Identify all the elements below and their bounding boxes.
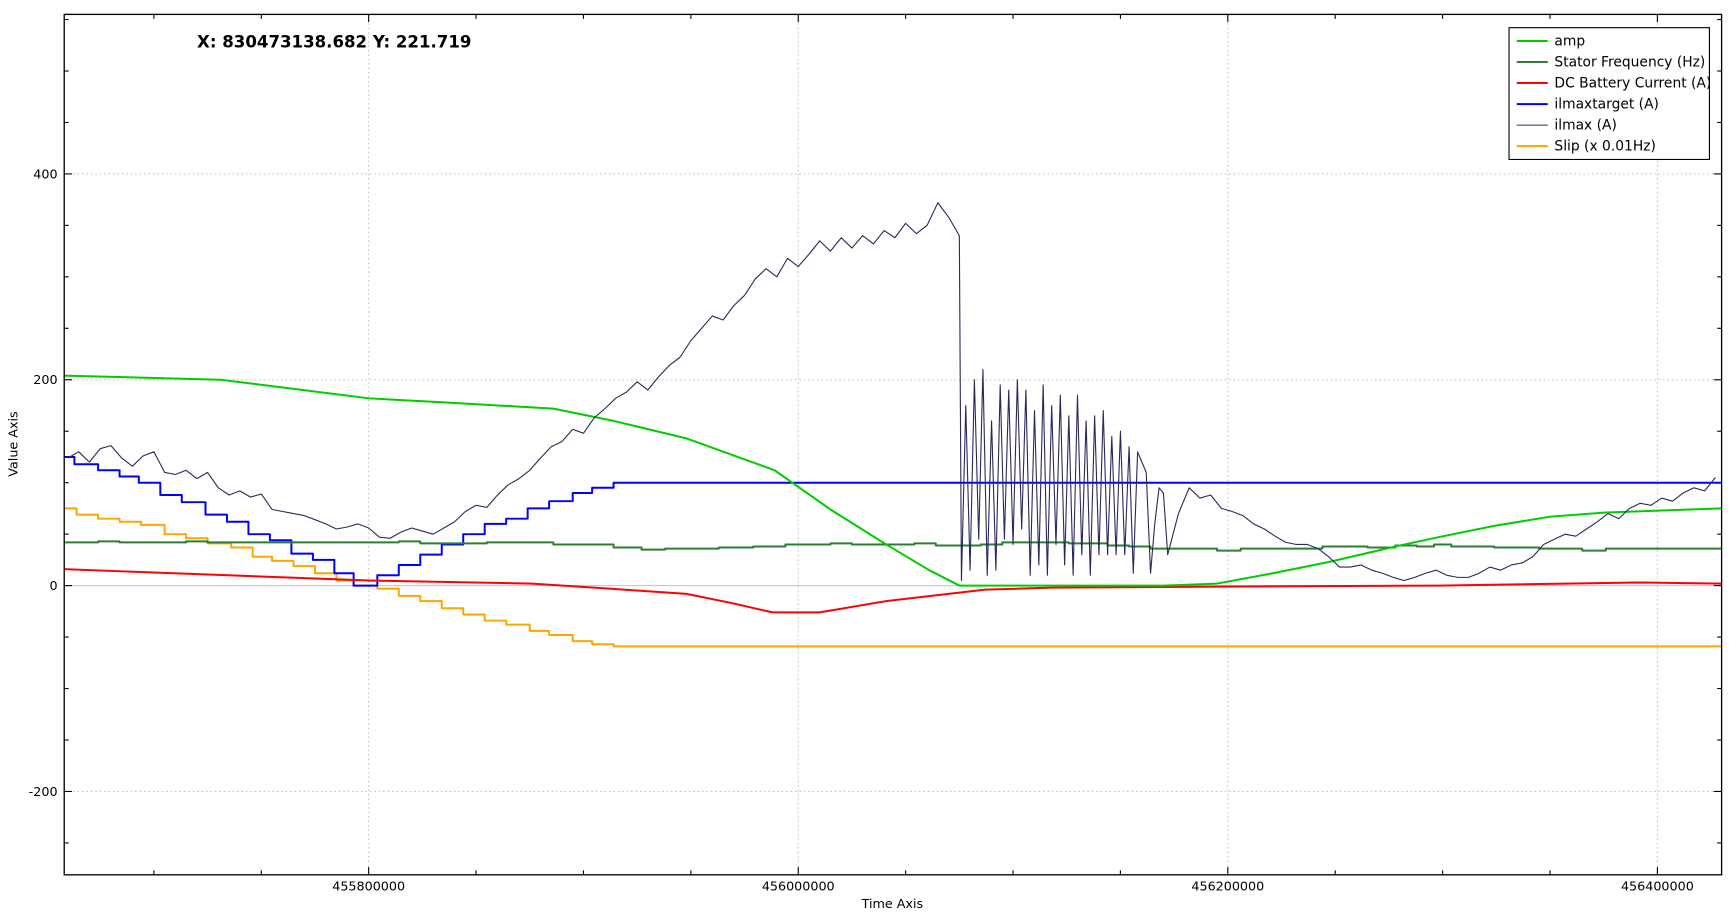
series-line-stator-frequency-hz [63, 540, 1722, 552]
series-line-amp [63, 374, 1722, 587]
legend-box [1508, 27, 1710, 161]
series-line-ilmaxtarget-a [63, 456, 1722, 587]
legend: amp Stator Frequency (Hz) DC Battery Curre… [1508, 27, 1711, 161]
legend-label-stator-frequency-hz: Stator Frequency (Hz) [1554, 54, 1705, 70]
axis-ticks: 455800000 456000000 456200000 456400000 -200… [29, 14, 1722, 894]
legend-label-amp: amp [1554, 33, 1585, 49]
legend-label-ilmax-a: ilmax (A) [1554, 118, 1616, 134]
x-tick-label: 456400000 [1621, 879, 1694, 894]
series-line-dc-battery-current-a [63, 568, 1722, 614]
plot-frame [63, 13, 1723, 876]
x-tick-label: 456000000 [762, 879, 835, 894]
series-group [63, 202, 1722, 648]
x-tick-label: 456200000 [1191, 879, 1264, 894]
cursor-readout: X: 830473138.682 Y: 221.719 [197, 33, 471, 52]
x-axis-title: Time Axis [861, 897, 924, 912]
y-tick-label: 200 [33, 373, 57, 388]
y-tick-label: -200 [29, 785, 58, 800]
legend-label-dc-battery-current-a: DC Battery Current (A) [1554, 75, 1711, 91]
y-axis-title: Value Axis [7, 411, 22, 476]
y-tick-label: 400 [33, 167, 57, 182]
x-tick-label: 455800000 [332, 879, 405, 894]
legend-label-ilmaxtarget-a: ilmaxtarget (A) [1554, 97, 1659, 113]
series-line-ilmax-a [67, 202, 1716, 582]
legend-label-slip-x-0-01hz: Slip (x 0.01Hz) [1554, 139, 1655, 155]
y-tick-label: 0 [49, 579, 57, 594]
